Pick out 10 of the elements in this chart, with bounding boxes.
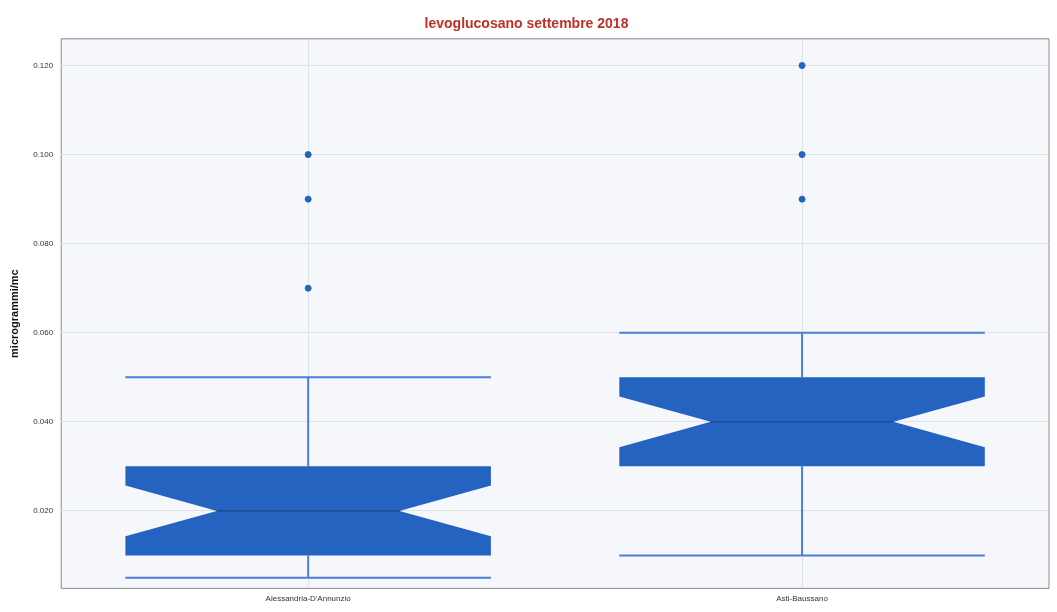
y-tick-label: 0.080 — [33, 238, 54, 248]
y-tick-label: 0.040 — [33, 417, 54, 427]
y-axis-title: microgrammi/mc — [7, 269, 20, 358]
y-tick-label: 0.060 — [33, 327, 54, 337]
y-tick-label: 0.020 — [33, 506, 54, 516]
x-tick-label: Alessandria-D'Annunzio — [265, 594, 352, 604]
chart-title: levoglucosano settembre 2018 — [424, 15, 629, 32]
y-tick-label: 0.100 — [33, 149, 54, 159]
x-tick-label: Asti-Baussano — [776, 594, 829, 604]
y-tick-label: 0.120 — [33, 60, 54, 70]
